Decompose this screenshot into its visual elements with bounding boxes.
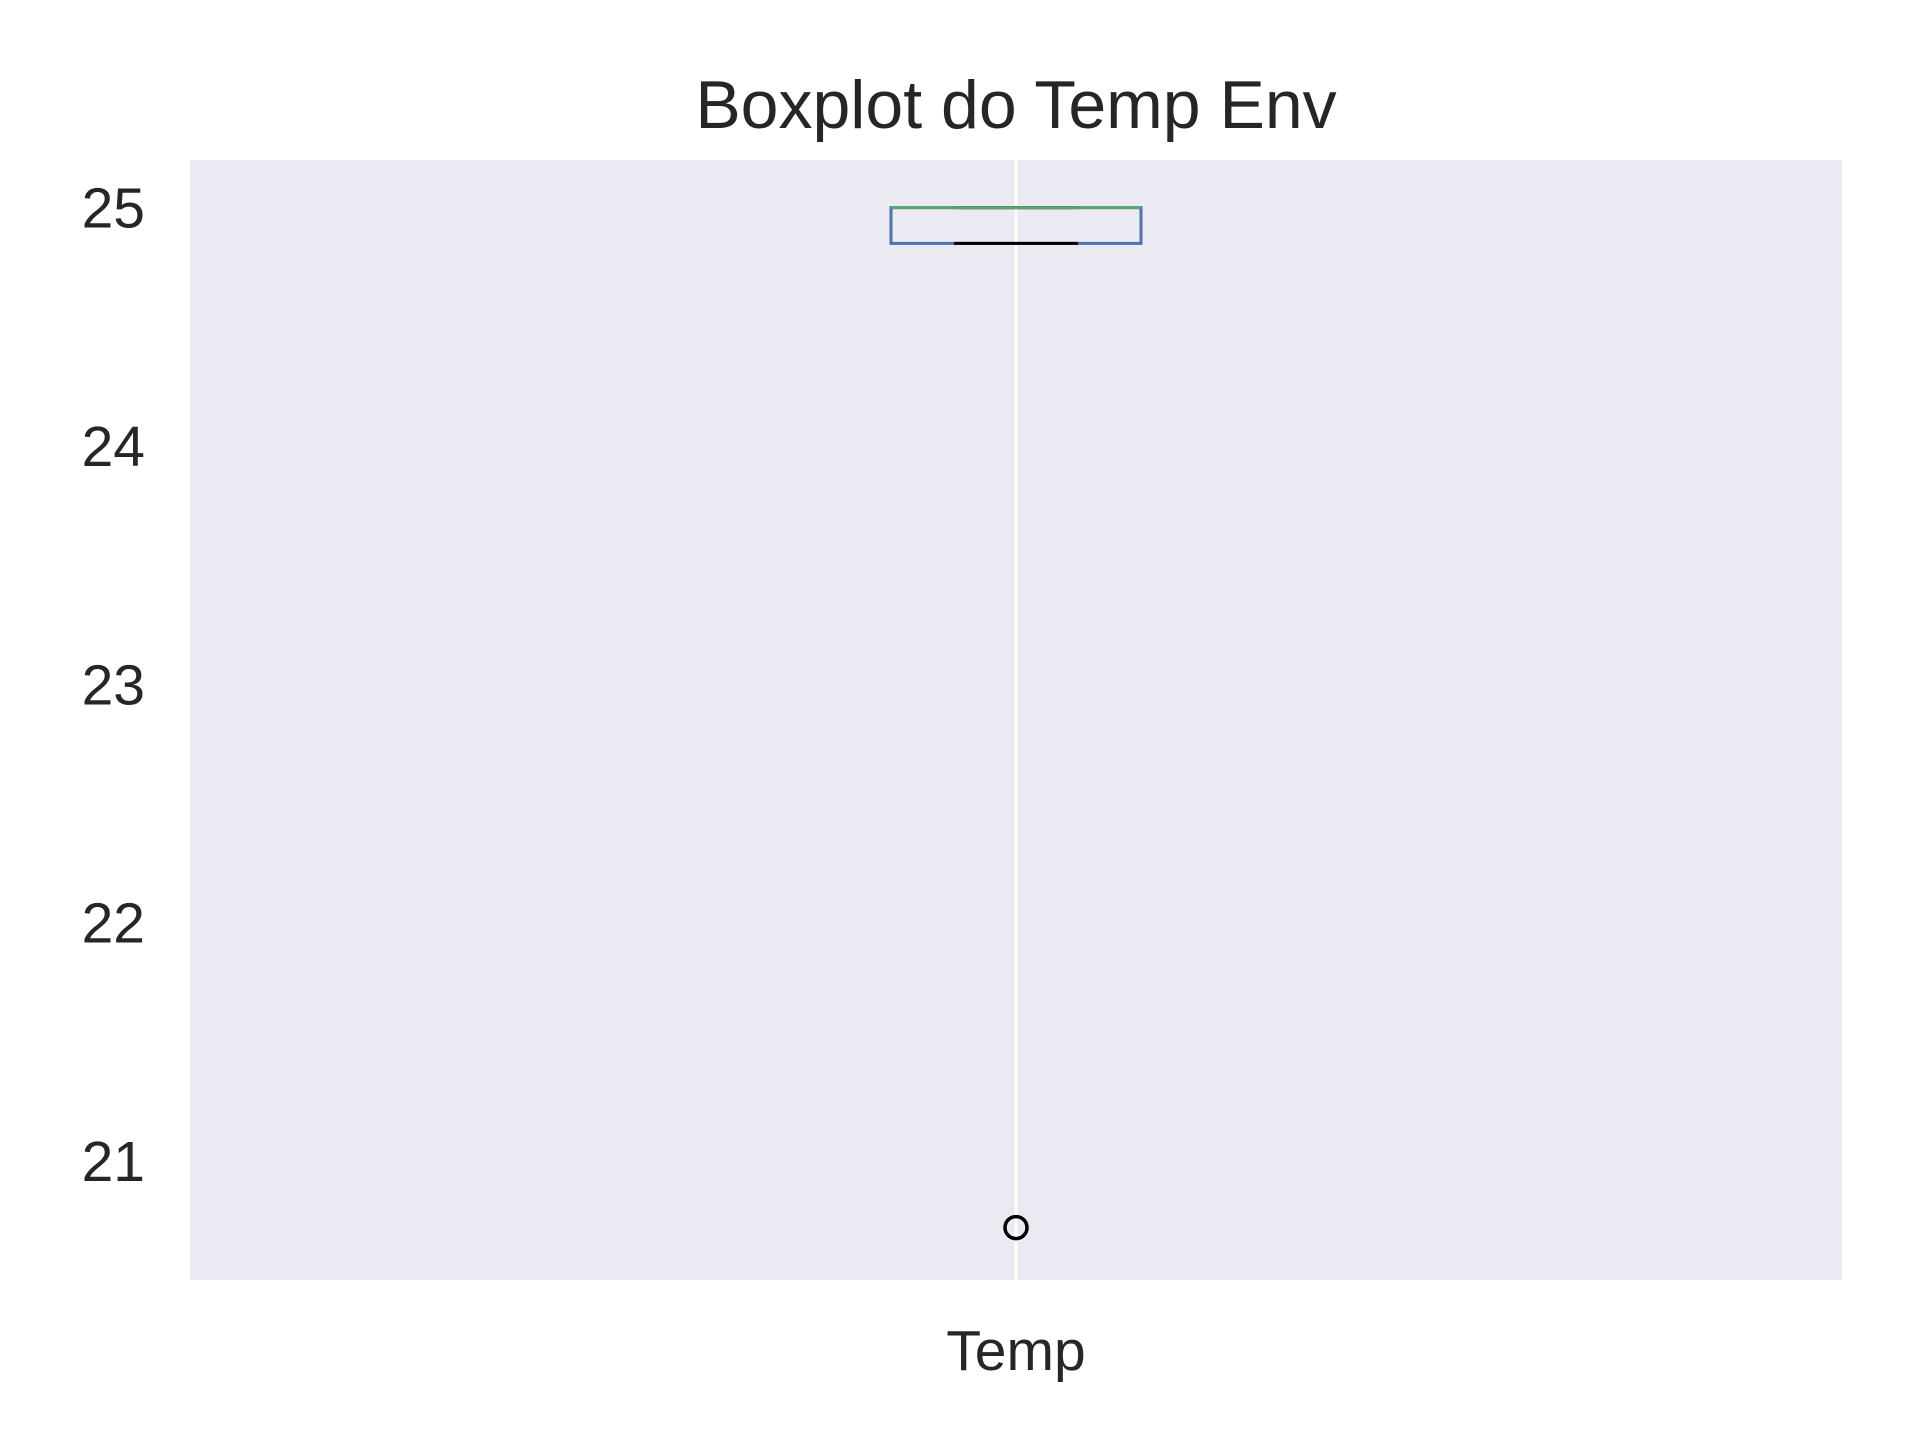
x-tick-labels: Temp xyxy=(946,1319,1085,1383)
y-tick-label: 21 xyxy=(82,1130,145,1194)
y-tick-labels: 21 22 23 24 25 xyxy=(82,177,145,1194)
outlier-point xyxy=(1003,1214,1029,1241)
y-tick-label: 23 xyxy=(82,653,145,717)
chart-title: Boxplot do Temp Env xyxy=(695,67,1336,143)
y-tick-label: 25 xyxy=(82,177,145,241)
y-tick-label: 22 xyxy=(82,892,145,956)
boxes xyxy=(889,206,1143,1241)
y-tick-label: 24 xyxy=(82,415,145,479)
x-tick-label: Temp xyxy=(946,1319,1085,1383)
